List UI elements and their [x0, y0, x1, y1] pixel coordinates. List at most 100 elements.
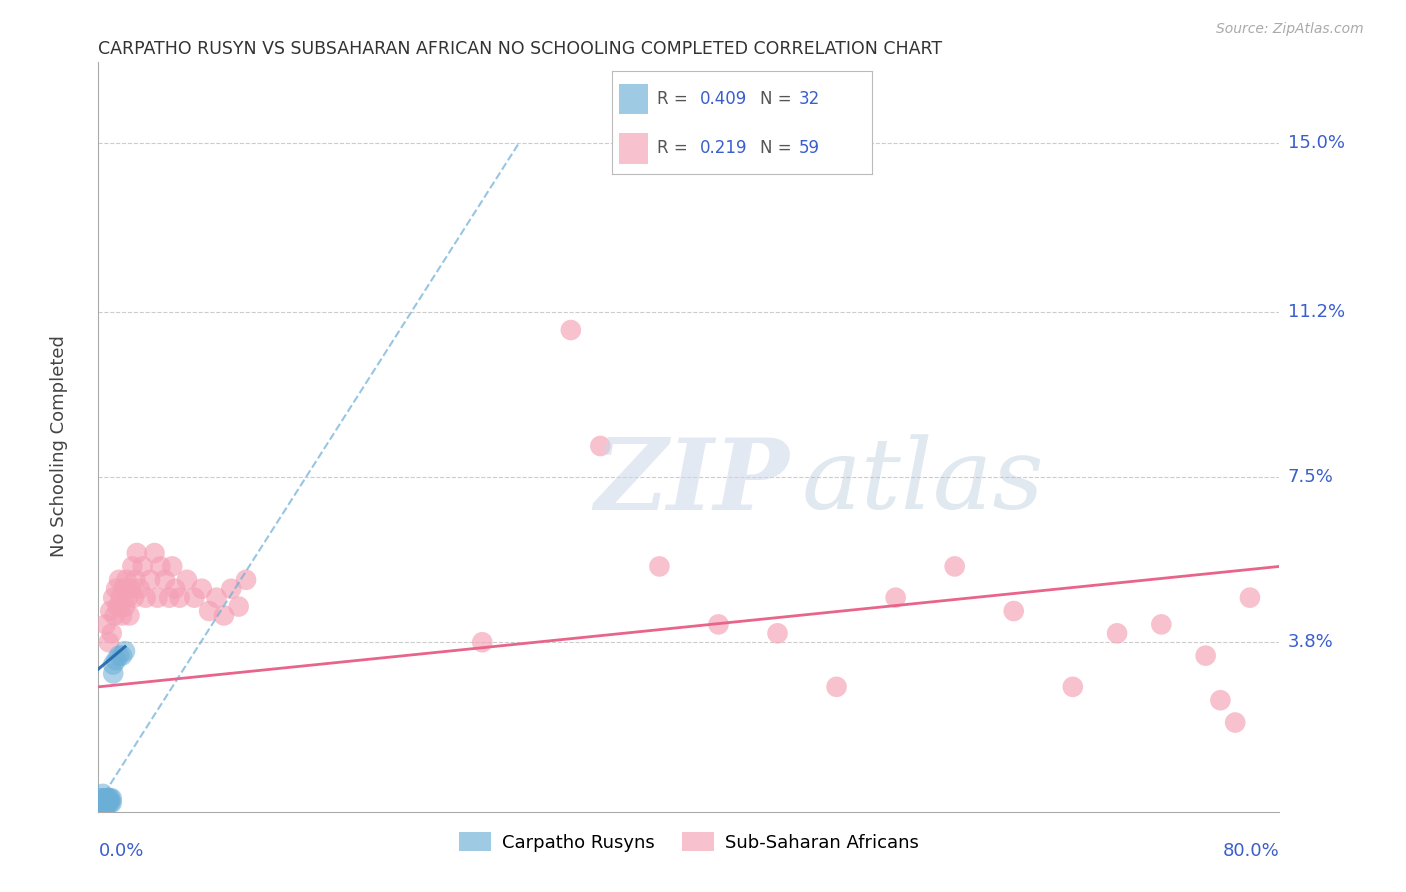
Point [120, 582, 142, 596]
Text: N =: N = [759, 139, 797, 157]
Text: No Schooling Completed: No Schooling Completed [51, 335, 67, 557]
Point [94, 617, 117, 632]
Bar [620, 133, 648, 163]
Point [103, 657, 125, 672]
Point [91, 800, 114, 814]
Point [111, 648, 134, 663]
Text: ZIP: ZIP [595, 434, 789, 530]
Point [97, 635, 120, 649]
Point [121, 559, 143, 574]
Point [139, 573, 162, 587]
Text: 0.0%: 0.0% [98, 842, 143, 860]
Point [90, 791, 112, 805]
Point [91, 805, 114, 819]
Point [94, 791, 117, 805]
Point [1062, 680, 1084, 694]
Point [98, 604, 121, 618]
Text: N =: N = [759, 90, 797, 108]
Point [90, 805, 112, 819]
Point [115, 573, 138, 587]
Text: 0.219: 0.219 [700, 139, 748, 157]
Point [124, 573, 146, 587]
Point [198, 604, 221, 618]
Point [128, 582, 150, 596]
Point [110, 591, 132, 605]
Text: 80.0%: 80.0% [1223, 842, 1279, 860]
Point [112, 582, 135, 596]
Legend: Carpatho Rusyns, Sub-Saharan Africans: Carpatho Rusyns, Sub-Saharan Africans [451, 825, 927, 859]
Text: 15.0%: 15.0% [1288, 134, 1344, 152]
Point [135, 591, 157, 605]
Point [228, 599, 250, 614]
Point [221, 582, 243, 596]
Text: 7.5%: 7.5% [1288, 468, 1334, 486]
Point [560, 323, 582, 337]
Text: CARPATHO RUSYN VS SUBSAHARAN AFRICAN NO SCHOOLING COMPLETED CORRELATION CHART: CARPATHO RUSYN VS SUBSAHARAN AFRICAN NO … [98, 40, 942, 58]
Text: 11.2%: 11.2% [1288, 303, 1346, 321]
Point [103, 591, 125, 605]
Point [153, 573, 176, 587]
Point [100, 796, 122, 810]
Point [103, 666, 125, 681]
Point [707, 617, 730, 632]
Point [93, 796, 115, 810]
Point [97, 796, 120, 810]
Point [191, 582, 214, 596]
Point [89, 805, 111, 819]
Point [766, 626, 789, 640]
Point [114, 599, 136, 614]
Text: atlas: atlas [801, 434, 1043, 530]
Point [176, 573, 198, 587]
Point [93, 791, 115, 805]
Point [105, 653, 128, 667]
Text: Source: ZipAtlas.com: Source: ZipAtlas.com [1216, 22, 1364, 37]
Point [114, 644, 136, 658]
Point [169, 591, 191, 605]
Point [1195, 648, 1218, 663]
Point [589, 439, 612, 453]
Point [100, 791, 122, 805]
Text: R =: R = [657, 90, 693, 108]
Point [90, 800, 112, 814]
Point [143, 546, 166, 560]
Point [235, 573, 257, 587]
Point [89, 800, 111, 814]
Text: 59: 59 [799, 139, 820, 157]
Point [105, 582, 128, 596]
Point [118, 608, 141, 623]
Point [108, 648, 131, 663]
Point [98, 791, 121, 805]
Point [107, 599, 129, 614]
Point [183, 591, 205, 605]
Point [96, 796, 118, 810]
Point [648, 559, 671, 574]
Point [205, 591, 228, 605]
Text: 32: 32 [799, 90, 820, 108]
Point [117, 591, 139, 605]
Point [108, 573, 131, 587]
Point [162, 559, 183, 574]
Point [94, 796, 117, 810]
Point [825, 680, 848, 694]
Point [97, 791, 120, 805]
Point [1002, 604, 1025, 618]
Text: 0.409: 0.409 [700, 90, 748, 108]
Point [94, 800, 117, 814]
Point [157, 591, 180, 605]
Point [93, 800, 115, 814]
Point [212, 608, 235, 623]
Point [1209, 693, 1232, 707]
Point [1150, 617, 1173, 632]
Point [1107, 626, 1129, 640]
Point [471, 635, 494, 649]
Point [89, 796, 111, 810]
Point [125, 546, 148, 560]
Point [100, 626, 122, 640]
Point [1239, 591, 1261, 605]
Point [149, 559, 172, 574]
Point [943, 559, 966, 574]
Point [132, 559, 155, 574]
Bar [620, 84, 648, 114]
Point [90, 796, 112, 810]
Point [122, 591, 145, 605]
